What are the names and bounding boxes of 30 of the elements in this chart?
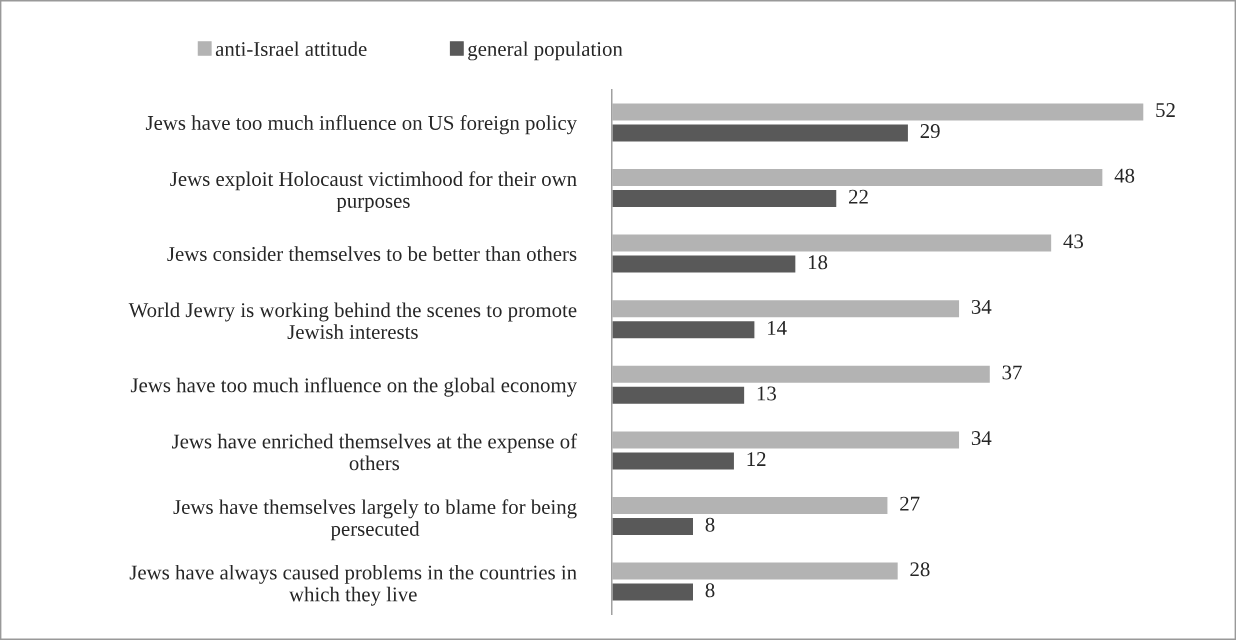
- data-label: 8: [705, 517, 715, 532]
- data-label: 52: [1156, 103, 1175, 118]
- y-tick-label: Jews have too much influence on US foreign policy: [145, 115, 578, 135]
- data-label: 13: [757, 386, 776, 401]
- y-tick-label: Jews have always caused problems in the countries in which they live: [129, 564, 577, 606]
- data-label: 28: [910, 562, 930, 577]
- bar: [611, 167, 1104, 188]
- y-tick-label: Jews have enriched themselves at the expense of others: [172, 433, 578, 471]
- bar: [611, 188, 838, 209]
- legend-label: anti-Israel attitude: [215, 41, 367, 57]
- data-label: 18: [808, 255, 828, 270]
- data-label: 22: [848, 189, 868, 204]
- data-label: 8: [705, 583, 715, 598]
- data-label: 34: [971, 299, 992, 314]
- y-tick-label: Jews exploit Holocaust victimhood for their own purposes: [170, 171, 577, 213]
- data-label: 27: [900, 496, 920, 511]
- data-label: 37: [1002, 365, 1022, 380]
- y-tick-label: World Jewry is working behind the scenes to promote Jewish interests: [128, 302, 577, 339]
- y-tick-label: Jews consider themselves to be better than others: [167, 246, 577, 262]
- data-label: 43: [1063, 234, 1084, 249]
- data-label: 48: [1114, 168, 1135, 183]
- data-label: 29: [920, 124, 940, 139]
- data-label: 12: [747, 452, 766, 466]
- bar: [611, 495, 889, 516]
- bar: [611, 516, 695, 537]
- y-tick-label: Jews have themselves largely to blame for being persecuted: [173, 499, 577, 541]
- data-label: 34: [971, 431, 992, 446]
- data-label: 14: [768, 320, 787, 335]
- legend-label: general population: [468, 41, 623, 61]
- y-tick-label: Jews have too much influence on the global economy: [130, 377, 577, 397]
